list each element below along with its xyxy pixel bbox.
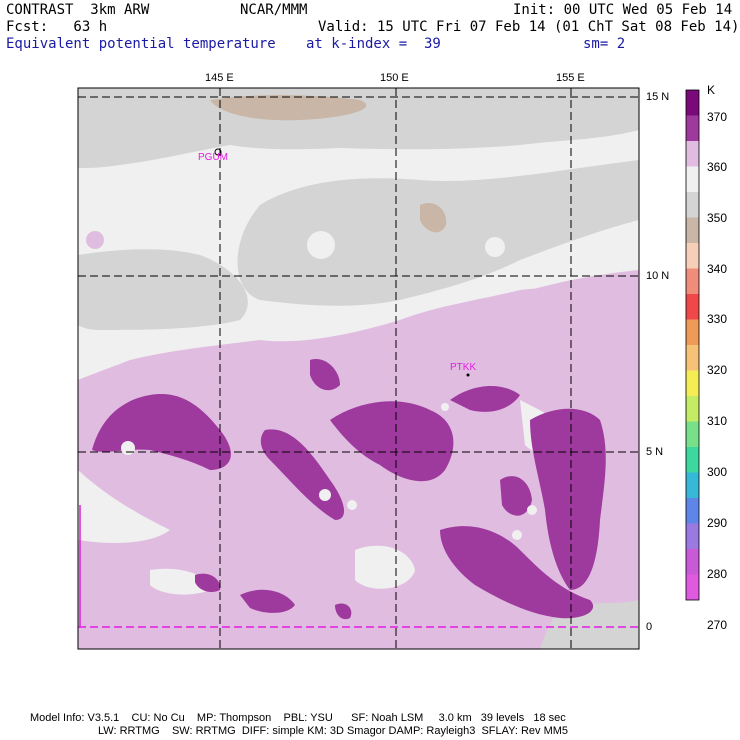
colorbar-label-290: 290 xyxy=(707,516,728,530)
colorbar xyxy=(685,89,700,601)
lon-label-145: 145 E xyxy=(205,72,234,84)
model-info-line2: LW: RRTMG SW: RRTMG DIFF: simple KM: 3D … xyxy=(98,725,569,737)
init-time: Init: 00 UTC Wed 05 Feb 14 xyxy=(513,2,733,18)
colorbar-swatch xyxy=(686,421,699,447)
colorbar-label-310: 310 xyxy=(707,414,728,428)
colorbar-label-340: 340 xyxy=(707,262,728,276)
k-index: at k-index = 39 xyxy=(306,36,441,52)
lon-label-155: 155 E xyxy=(556,72,585,84)
lat-label-5n: 5 N xyxy=(646,446,664,458)
colorbar-label-300: 300 xyxy=(707,465,728,479)
station-ptkk: PTKK xyxy=(450,362,477,373)
colorbar-swatch xyxy=(686,319,699,345)
valid-time: Valid: 15 UTC Fri 07 Feb 14 (01 ChT Sat … xyxy=(318,19,740,35)
colorbar-swatch xyxy=(686,243,699,269)
colorbar-swatch xyxy=(686,217,699,243)
colorbar-swatch xyxy=(686,192,699,218)
smoothing: sm= 2 xyxy=(583,36,626,52)
colorbar-label-320: 320 xyxy=(707,363,728,377)
station-pgum: PGUM xyxy=(198,152,228,163)
colorbar-swatch xyxy=(686,90,699,116)
model-info-line1: Model Info: V3.5.1 CU: No Cu MP: Thompso… xyxy=(30,712,566,724)
field-name: Equivalent potential temperature xyxy=(6,36,276,52)
colorbar-label-350: 350 xyxy=(707,211,728,225)
colorbar-swatch xyxy=(686,141,699,167)
colorbar-frame xyxy=(685,89,700,601)
colorbar-label-360: 360 xyxy=(707,160,728,174)
colorbar-swatch xyxy=(686,574,699,600)
colorbar-swatch xyxy=(686,396,699,422)
colorbar-swatch xyxy=(686,472,699,498)
colorbar-swatch xyxy=(686,268,699,294)
lon-label-150: 150 E xyxy=(380,72,409,84)
colorbar-swatch xyxy=(686,345,699,371)
colorbar-swatch xyxy=(686,166,699,192)
colorbar-swatch xyxy=(686,370,699,396)
forecast-hour: Fcst: 63 h xyxy=(6,19,108,35)
colorbar-unit: K xyxy=(707,83,716,97)
colorbar-swatch xyxy=(686,294,699,320)
model-title: CONTRAST 3km ARW xyxy=(6,2,150,18)
lat-label-10n: 10 N xyxy=(646,270,670,282)
colorbar-label-370: 370 xyxy=(707,110,728,124)
lat-label-15n: 15 N xyxy=(646,91,670,103)
colorbar-swatch xyxy=(686,523,699,549)
colorbar-swatch xyxy=(686,498,699,524)
colorbar-label-330: 330 xyxy=(707,312,728,326)
colorbar-label-280: 280 xyxy=(707,567,728,581)
colorbar-swatch xyxy=(686,447,699,473)
colorbar-swatch xyxy=(686,115,699,141)
institution: NCAR/MMM xyxy=(240,2,308,18)
colorbar-label-270: 270 xyxy=(707,618,728,632)
lat-label-0: 0 xyxy=(646,621,653,633)
colorbar-swatch xyxy=(686,549,699,575)
